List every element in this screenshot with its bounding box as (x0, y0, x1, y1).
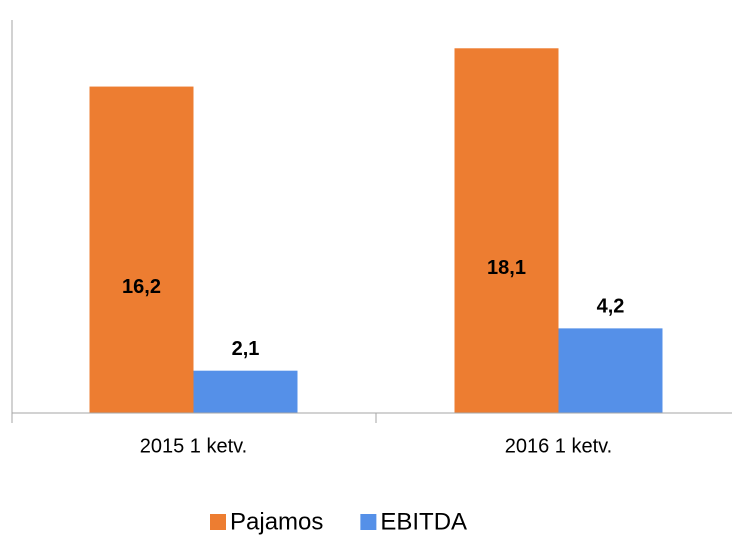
data-label: 4,2 (597, 296, 625, 318)
x-tick-label: 2016 1 ketv. (505, 435, 612, 457)
bar (454, 48, 559, 413)
x-tick-label: 2015 1 ketv. (140, 435, 247, 457)
bar (558, 328, 663, 413)
data-label: 18,1 (487, 257, 526, 279)
data-label: 2,1 (232, 338, 260, 360)
legend-swatch (360, 514, 377, 530)
legend-swatch (210, 514, 226, 530)
legend-label: EBITDA (380, 508, 467, 535)
bar (89, 86, 194, 413)
legend-label: Pajamos (230, 508, 323, 535)
bar (193, 370, 298, 413)
data-label: 16,2 (122, 276, 161, 298)
